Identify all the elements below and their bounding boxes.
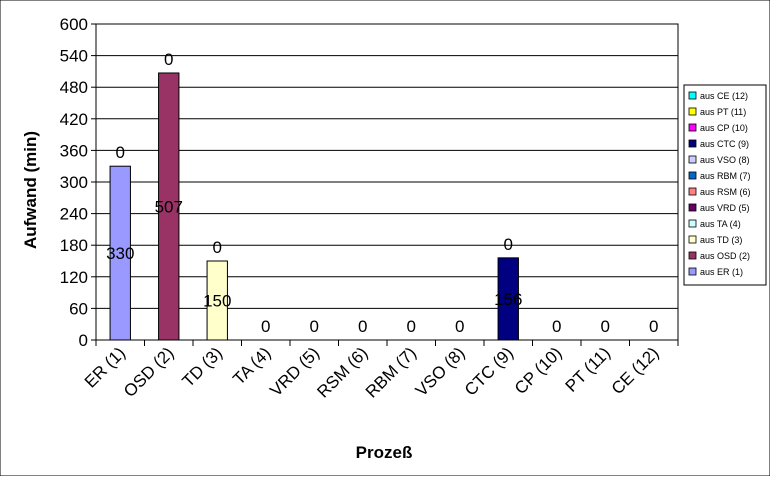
data-labels: 0 330 0 507 0 150 0 0 0 0 0 0 156 0 0 0 xyxy=(106,50,658,336)
bar-value-label: 507 xyxy=(155,197,183,216)
y-tick-label: 60 xyxy=(69,299,88,318)
legend-label: aus CTC (9) xyxy=(700,139,749,149)
y-tick-label: 240 xyxy=(60,205,88,224)
legend-swatch xyxy=(688,139,697,148)
legend-swatch xyxy=(688,187,697,196)
bar-top-label: 0 xyxy=(116,143,125,162)
bar-top-label: 0 xyxy=(358,317,367,336)
legend-label: aus CE (12) xyxy=(700,91,748,101)
legend-swatch xyxy=(688,123,697,132)
y-tick-label: 180 xyxy=(60,236,88,255)
legend-label: aus VSO (8) xyxy=(700,155,750,165)
bar-top-label: 0 xyxy=(552,317,561,336)
y-tick-label: 540 xyxy=(60,47,88,66)
bar-value-label: 330 xyxy=(106,244,134,263)
legend-swatch xyxy=(688,267,697,276)
y-axis-title: Aufwand (min) xyxy=(21,131,40,249)
legend-label: aus TD (3) xyxy=(700,235,742,245)
legend-items: aus CE (12) aus PT (11) aus CP (10) aus CTC… xyxy=(688,91,751,277)
legend-swatch xyxy=(688,235,697,244)
legend-label: aus PT (11) xyxy=(700,107,746,117)
y-tick-label: 420 xyxy=(60,110,88,129)
legend-swatch xyxy=(688,91,697,100)
legend-swatch xyxy=(688,203,697,212)
y-tick-label: 120 xyxy=(60,268,88,287)
legend-swatch xyxy=(688,219,697,228)
bar-value-label: 150 xyxy=(203,292,231,311)
bar-value-label: 156 xyxy=(494,290,522,309)
y-tick-label: 0 xyxy=(79,331,88,350)
legend-swatch xyxy=(688,155,697,164)
bar-top-label: 0 xyxy=(601,317,610,336)
bar-top-label: 0 xyxy=(261,317,270,336)
legend-label: aus OSD (2) xyxy=(700,251,750,261)
bar-top-label: 0 xyxy=(213,238,222,257)
bar-top-label: 0 xyxy=(310,317,319,336)
y-tick-label: 360 xyxy=(60,141,88,160)
y-tick-label: 300 xyxy=(60,173,88,192)
bar-top-label: 0 xyxy=(455,317,464,336)
y-tick-label: 480 xyxy=(60,78,88,97)
legend-label: aus RSM (6) xyxy=(700,187,751,197)
x-axis-title: Prozeß xyxy=(356,443,413,462)
bar-top-label: 0 xyxy=(504,235,513,254)
legend-box xyxy=(683,84,767,286)
legend-swatch xyxy=(688,251,697,260)
bar-top-label: 0 xyxy=(649,317,658,336)
legend-label: aus VRD (5) xyxy=(700,203,750,213)
bars xyxy=(109,72,519,341)
legend-label: aus TA (4) xyxy=(700,219,741,229)
legend-label: aus RBM (7) xyxy=(700,171,751,181)
legend-swatch xyxy=(688,171,697,180)
legend-label: aus ER (1) xyxy=(700,267,743,277)
legend-label: aus CP (10) xyxy=(700,123,748,133)
legend-swatch xyxy=(688,107,697,116)
bar-top-label: 0 xyxy=(407,317,416,336)
bar-top-label: 0 xyxy=(164,50,173,69)
y-tick-label: 600 xyxy=(60,15,88,34)
legend: aus CE (12) aus PT (11) aus CP (10) aus CTC… xyxy=(683,84,767,286)
